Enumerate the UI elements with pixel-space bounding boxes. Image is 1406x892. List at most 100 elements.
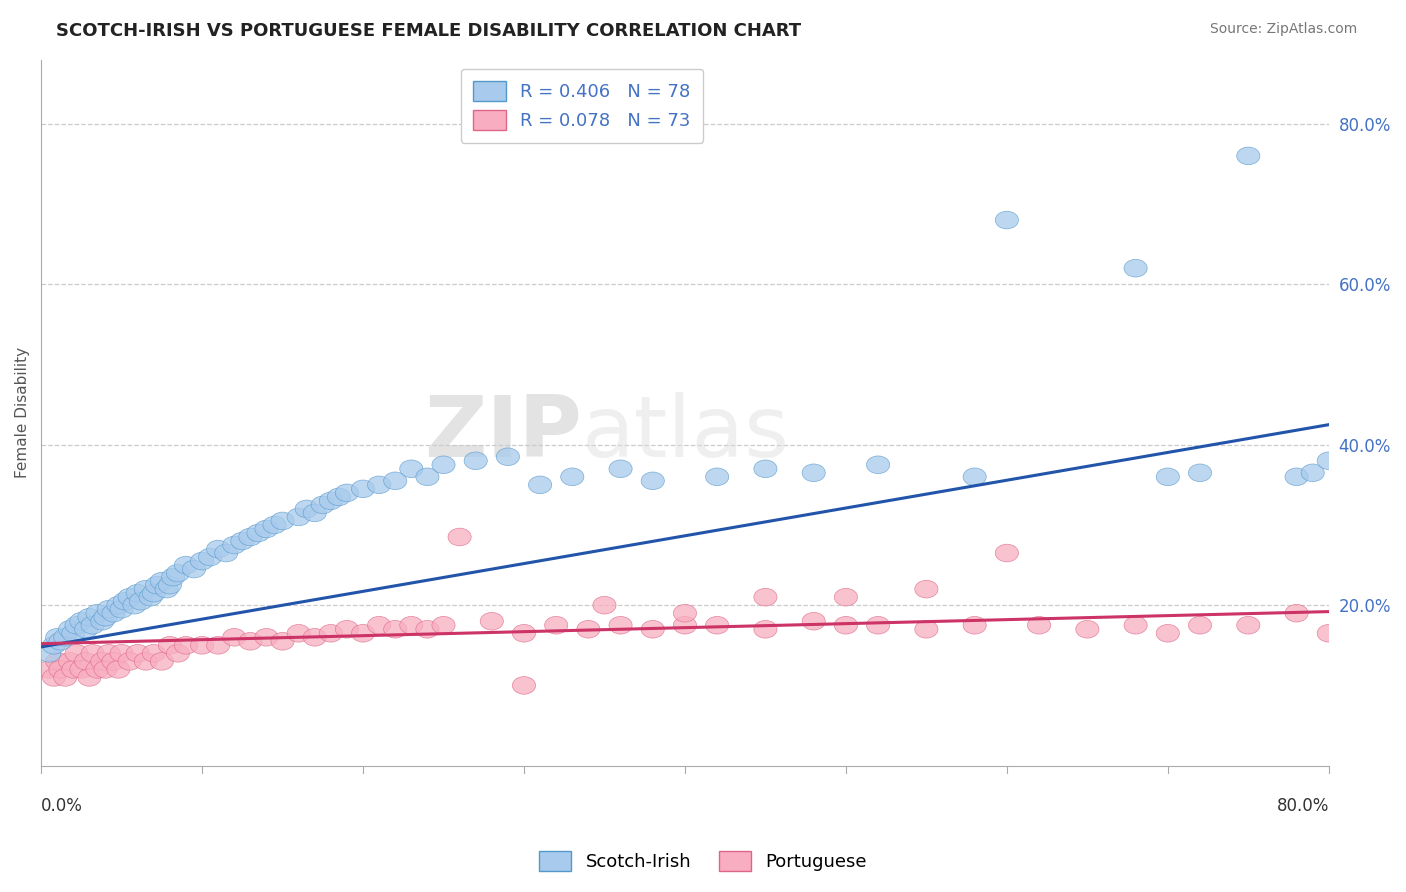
Ellipse shape [1156,624,1180,642]
Ellipse shape [127,584,149,602]
Ellipse shape [995,211,1018,229]
Ellipse shape [239,528,262,546]
Ellipse shape [995,544,1018,562]
Ellipse shape [38,645,60,662]
Ellipse shape [384,472,406,490]
Ellipse shape [1237,147,1260,165]
Ellipse shape [576,621,600,638]
Ellipse shape [1123,260,1147,277]
Ellipse shape [77,669,101,686]
Text: 0.0%: 0.0% [41,797,83,815]
Ellipse shape [166,645,190,662]
Ellipse shape [593,597,616,614]
Ellipse shape [609,460,633,477]
Ellipse shape [166,565,190,582]
Ellipse shape [352,624,374,642]
Ellipse shape [65,616,89,634]
Ellipse shape [110,600,134,618]
Ellipse shape [190,552,214,570]
Ellipse shape [304,504,326,522]
Ellipse shape [834,589,858,606]
Ellipse shape [45,629,69,646]
Ellipse shape [142,645,166,662]
Ellipse shape [609,616,633,634]
Ellipse shape [866,616,890,634]
Ellipse shape [399,616,423,634]
Ellipse shape [1285,605,1308,622]
Ellipse shape [432,616,456,634]
Ellipse shape [103,653,125,670]
Ellipse shape [86,661,110,678]
Ellipse shape [103,605,125,622]
Ellipse shape [271,632,294,650]
Ellipse shape [239,632,262,650]
Ellipse shape [754,460,778,477]
Ellipse shape [145,576,169,594]
Ellipse shape [254,629,278,646]
Ellipse shape [915,581,938,598]
Ellipse shape [673,605,696,622]
Ellipse shape [122,597,146,614]
Ellipse shape [190,637,214,654]
Ellipse shape [336,621,359,638]
Ellipse shape [561,468,583,485]
Ellipse shape [134,653,157,670]
Ellipse shape [328,488,350,506]
Text: 80.0%: 80.0% [1277,797,1329,815]
Ellipse shape [38,661,60,678]
Ellipse shape [1028,616,1050,634]
Ellipse shape [544,616,568,634]
Ellipse shape [97,645,121,662]
Ellipse shape [118,653,141,670]
Ellipse shape [254,520,278,538]
Ellipse shape [496,448,519,466]
Ellipse shape [159,576,181,594]
Ellipse shape [94,608,117,626]
Text: SCOTCH-IRISH VS PORTUGUESE FEMALE DISABILITY CORRELATION CHART: SCOTCH-IRISH VS PORTUGUESE FEMALE DISABI… [56,22,801,40]
Ellipse shape [215,544,238,562]
Ellipse shape [367,476,391,493]
Ellipse shape [183,560,205,578]
Ellipse shape [62,624,84,642]
Ellipse shape [150,653,173,670]
Ellipse shape [304,629,326,646]
Ellipse shape [319,624,343,642]
Ellipse shape [107,597,129,614]
Ellipse shape [118,589,141,606]
Ellipse shape [59,653,82,670]
Ellipse shape [754,589,778,606]
Ellipse shape [367,616,391,634]
Ellipse shape [641,621,665,638]
Ellipse shape [1301,464,1324,482]
Ellipse shape [107,661,129,678]
Ellipse shape [134,581,157,598]
Ellipse shape [94,661,117,678]
Ellipse shape [90,653,114,670]
Ellipse shape [42,637,66,654]
Ellipse shape [1317,452,1340,469]
Ellipse shape [512,624,536,642]
Ellipse shape [1285,468,1308,485]
Text: atlas: atlas [582,392,790,475]
Ellipse shape [77,608,101,626]
Ellipse shape [834,616,858,634]
Ellipse shape [231,533,254,549]
Ellipse shape [336,484,359,501]
Ellipse shape [384,621,406,638]
Ellipse shape [416,468,439,485]
Ellipse shape [529,476,551,493]
Text: Source: ZipAtlas.com: Source: ZipAtlas.com [1209,22,1357,37]
Ellipse shape [86,605,110,622]
Ellipse shape [159,637,181,654]
Ellipse shape [295,500,318,517]
Ellipse shape [70,661,93,678]
Ellipse shape [222,629,246,646]
Ellipse shape [1123,616,1147,634]
Ellipse shape [97,600,121,618]
Ellipse shape [866,456,890,474]
Ellipse shape [641,472,665,490]
Ellipse shape [963,468,986,485]
Ellipse shape [706,468,728,485]
Ellipse shape [271,512,294,530]
Ellipse shape [432,456,456,474]
